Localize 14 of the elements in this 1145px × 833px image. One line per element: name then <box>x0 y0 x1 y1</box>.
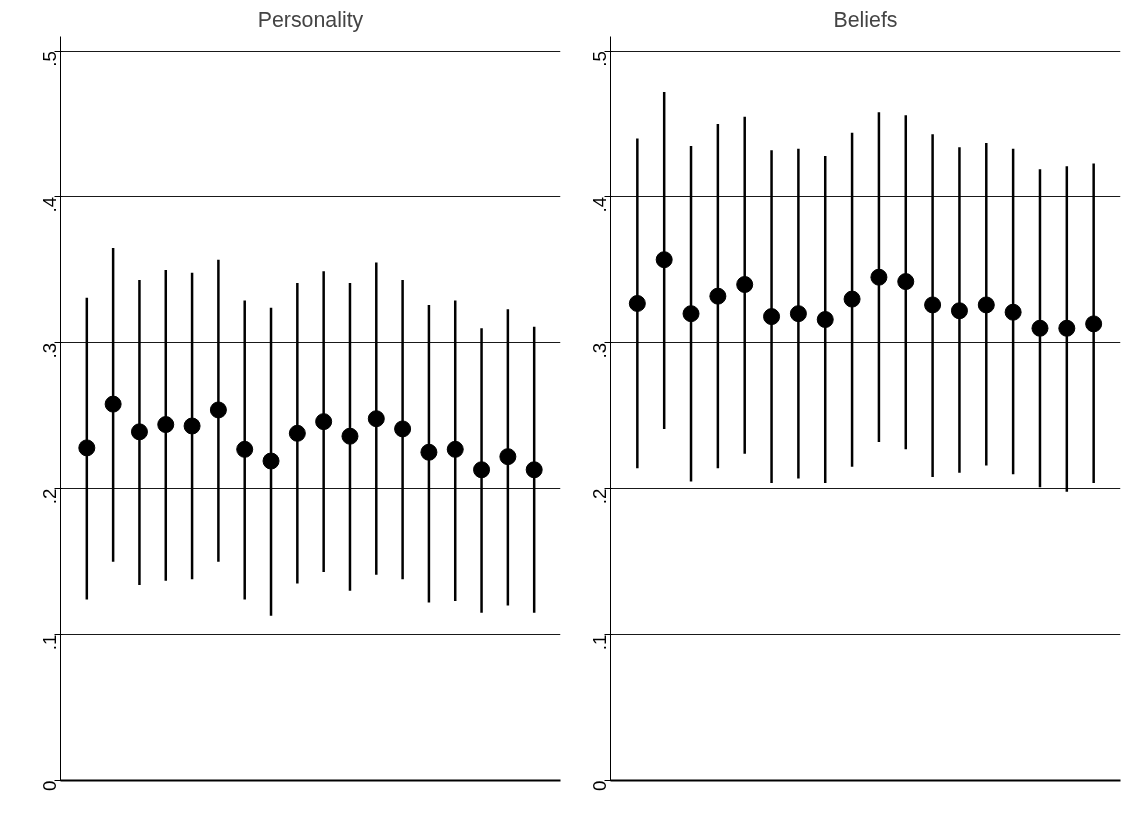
y-tick-label: 0 <box>39 780 60 791</box>
y-tick-label: .1 <box>39 634 60 651</box>
y-tick-label: .4 <box>39 196 60 213</box>
y-tick-label: .2 <box>39 488 60 505</box>
y-tick-label: .3 <box>589 342 610 359</box>
y-tick-label: .3 <box>39 342 60 359</box>
chart-title: Personality <box>257 7 364 32</box>
y-tick-label: .5 <box>589 51 610 67</box>
chart-title: Beliefs <box>833 7 898 32</box>
y-tick-label: .1 <box>589 634 610 651</box>
y-tick-label: .5 <box>39 51 60 67</box>
y-tick-label: .4 <box>589 196 610 213</box>
y-tick-label: .2 <box>589 488 610 505</box>
y-tick-label: 0 <box>589 780 610 791</box>
